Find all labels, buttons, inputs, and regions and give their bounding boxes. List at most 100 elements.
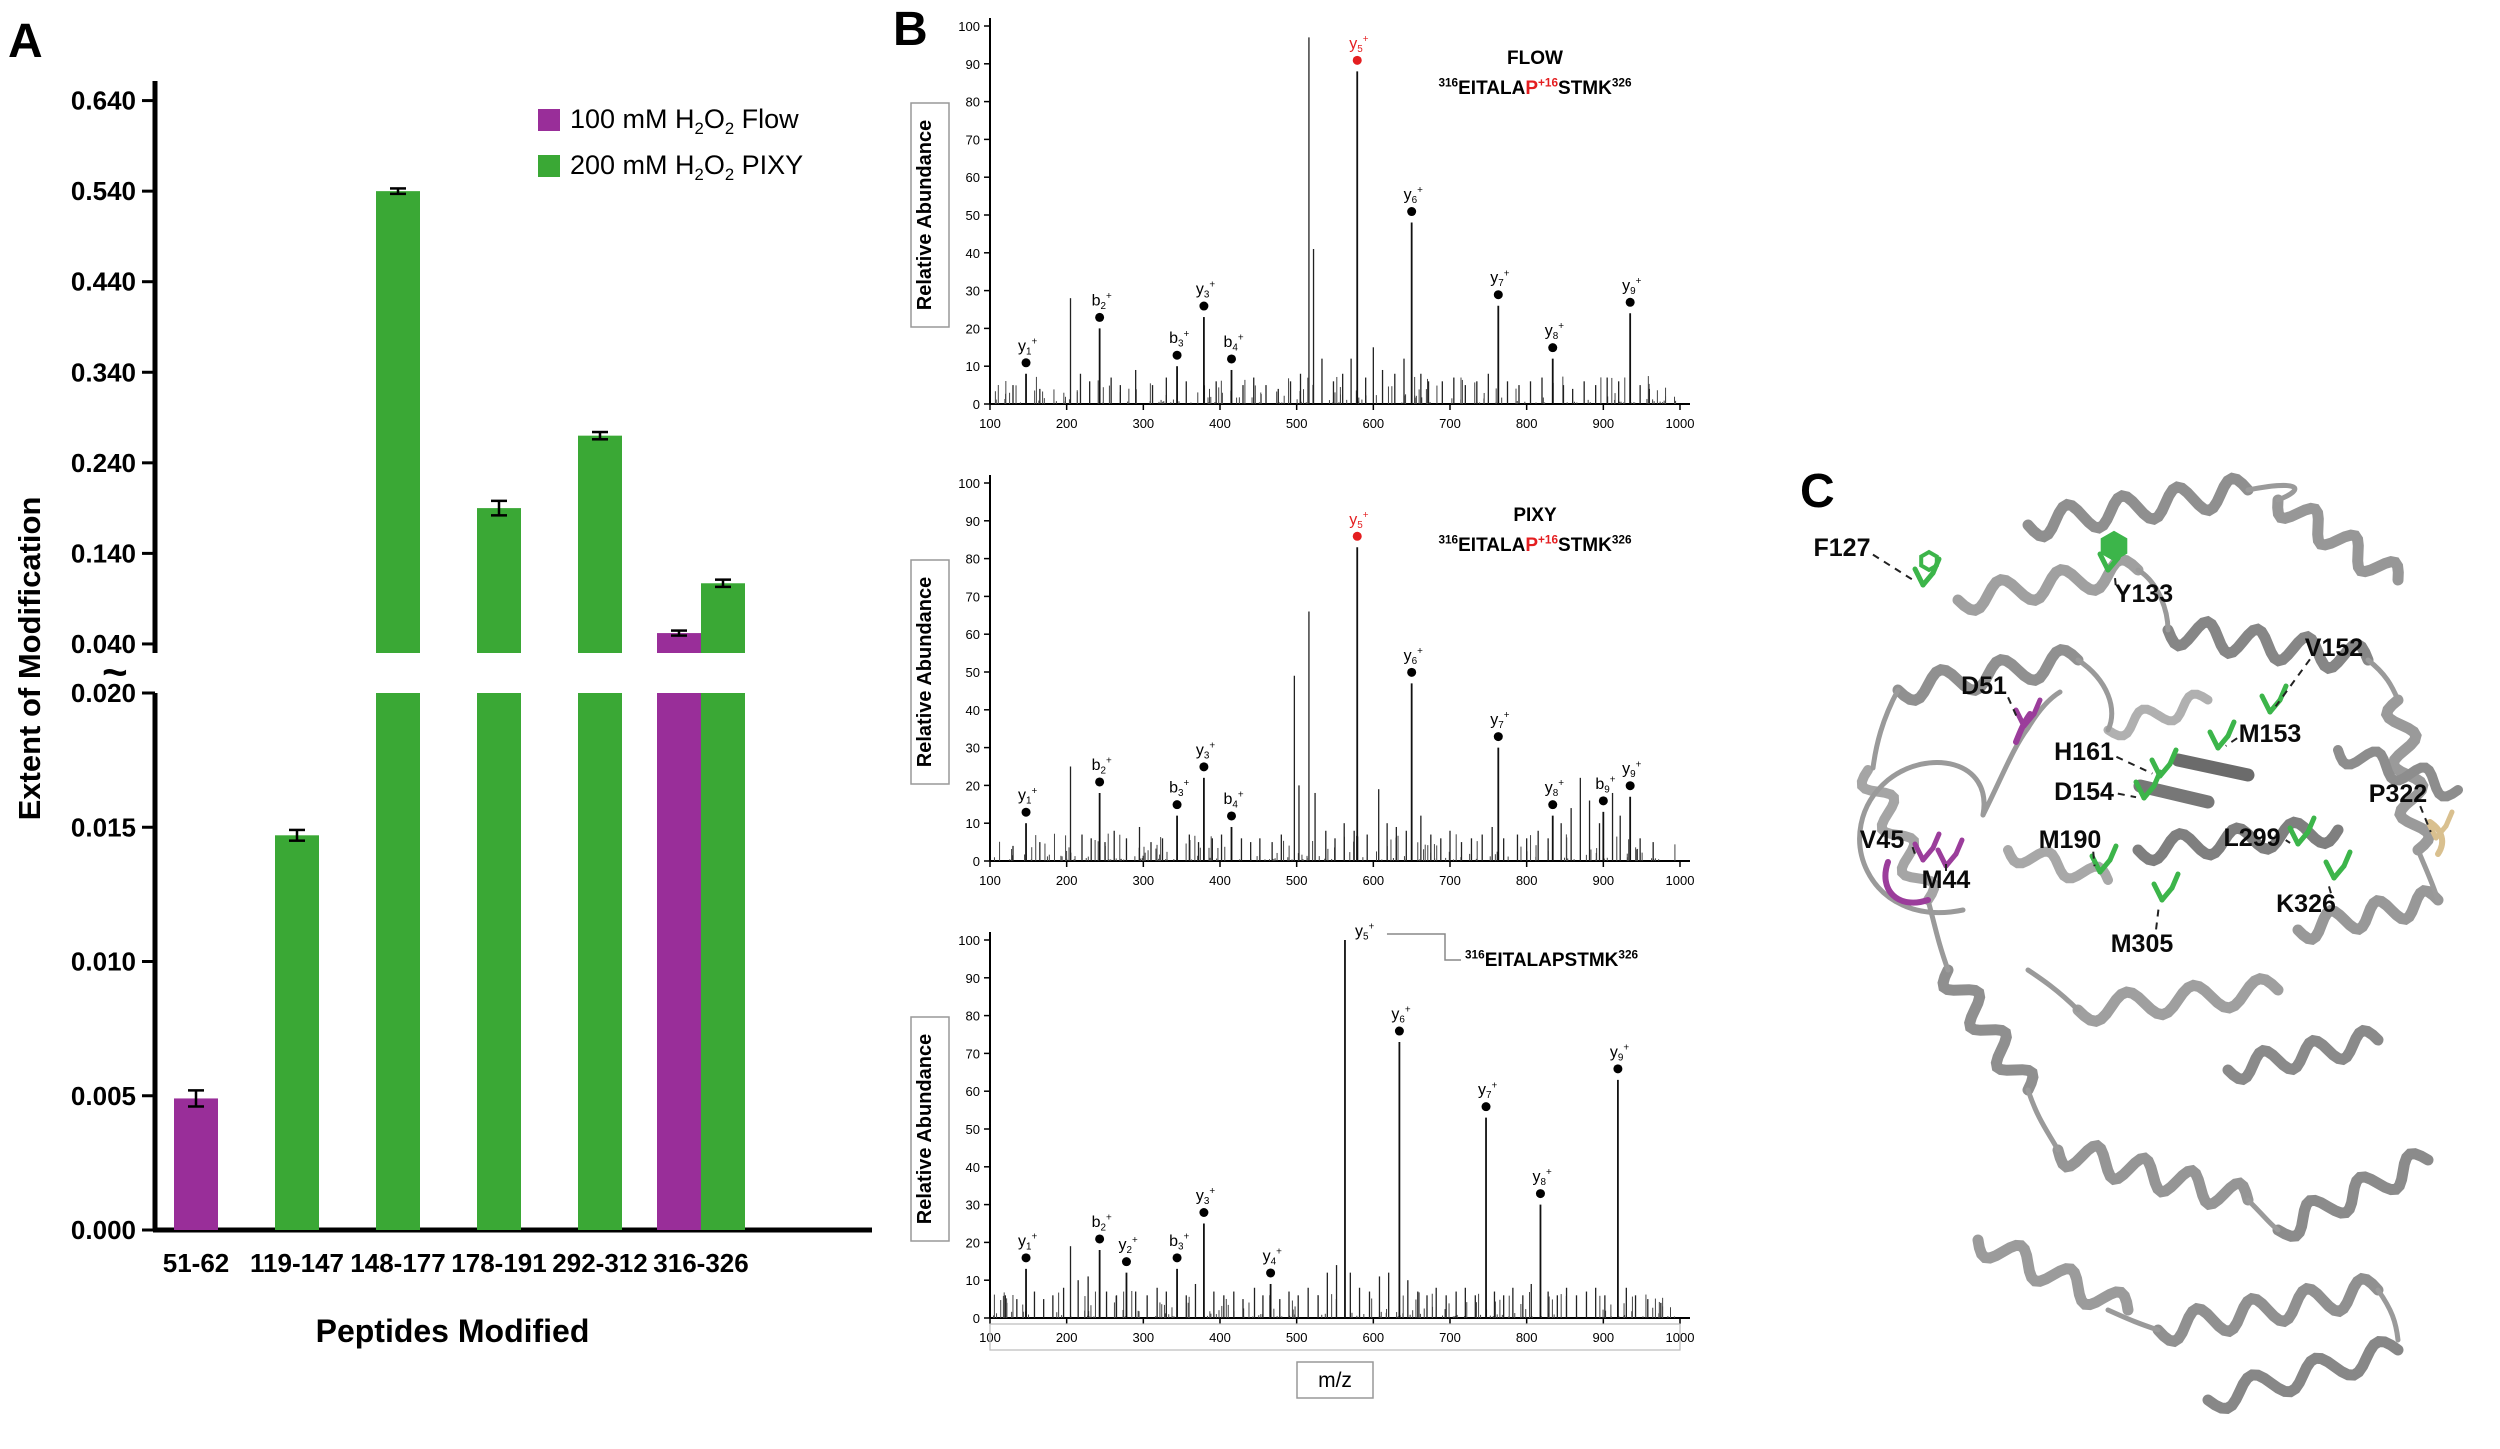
- x-category-label: 292-312: [552, 1248, 647, 1278]
- bar-upper: [657, 633, 701, 653]
- svg-text:0.005: 0.005: [71, 1081, 136, 1111]
- x-category-label: 148-177: [350, 1248, 445, 1278]
- protein-helix: [2052, 1139, 2254, 1211]
- svg-text:400: 400: [1209, 416, 1231, 431]
- svg-text:0.020: 0.020: [71, 678, 136, 708]
- protein-helix: [2152, 1272, 2384, 1348]
- peak-marker: [1095, 777, 1105, 787]
- svg-text:700: 700: [1439, 1330, 1461, 1345]
- spectrum-svg-2: 0 10 20 30 40 50 60 70 80 90 100 100 200 300 400 500 600…: [910, 475, 1694, 888]
- peak-marker: [1172, 800, 1182, 810]
- leader-line: [2327, 883, 2332, 894]
- peak-marker: [1095, 1234, 1105, 1244]
- bar: [174, 1098, 218, 1230]
- svg-text:20: 20: [966, 321, 980, 336]
- svg-text:40: 40: [966, 703, 980, 718]
- ylabel-box: [910, 1016, 950, 1242]
- svg-text:700: 700: [1439, 416, 1461, 431]
- svg-text:70: 70: [966, 1046, 980, 1061]
- purple-backbone-segment: [1882, 859, 1931, 906]
- panel-c-label: C: [1800, 465, 1835, 518]
- svg-text:20: 20: [966, 778, 980, 793]
- bar-upper: [376, 191, 420, 654]
- svg-text:100: 100: [979, 873, 1001, 888]
- protein-helix: [1972, 1234, 2134, 1316]
- peak-marker: [1613, 1064, 1623, 1074]
- svg-text:60: 60: [966, 170, 980, 185]
- residue-d51: D51: [1961, 672, 2043, 729]
- legend-label: 100 mM H2O2 Flow: [570, 104, 799, 138]
- peak-label: y3+: [1196, 740, 1216, 761]
- peak-label: y5+: [1355, 922, 1375, 943]
- x-category-label: 51-62: [163, 1248, 230, 1278]
- protein-helix: [2292, 885, 2444, 945]
- protein-helix: [2022, 472, 2254, 543]
- peak-marker: [1625, 781, 1635, 791]
- xlabel-box: [1296, 1361, 1374, 1399]
- peak-marker: [1227, 811, 1236, 821]
- peak-label: b3+: [1169, 1231, 1189, 1252]
- x-category-label: 316-326: [653, 1248, 748, 1278]
- residue-d154: D154: [2054, 769, 2163, 806]
- svg-text:500: 500: [1286, 873, 1308, 888]
- svg-text:0: 0: [973, 1311, 980, 1326]
- residue-y133: Y133: [2097, 530, 2173, 608]
- peak-label: y7+: [1478, 1080, 1498, 1101]
- protein-loop: [2025, 1087, 2061, 1153]
- svg-text:200: 200: [1056, 1330, 1078, 1345]
- protein-loop: [2245, 1197, 2281, 1233]
- peak-marker: [1493, 732, 1503, 742]
- leader-line: [2285, 839, 2291, 844]
- svg-text:800: 800: [1516, 873, 1538, 888]
- peak-marker: [1227, 354, 1236, 364]
- peptide-sequence: 316EITALAPSTMK326: [1465, 947, 1639, 971]
- peak-label: y9+: [1622, 759, 1642, 780]
- svg-text:30: 30: [966, 1198, 980, 1213]
- residue-label: M44: [1922, 866, 1971, 894]
- peak-marker: [1481, 1102, 1491, 1112]
- leader-line: [2092, 851, 2096, 867]
- peak-label: b9+: [1595, 774, 1615, 795]
- leader-line: [2115, 755, 2153, 775]
- peak-label: y1+: [1018, 1231, 1038, 1252]
- peak-label: y8+: [1532, 1167, 1552, 1188]
- svg-text:200: 200: [1056, 416, 1078, 431]
- residue-m44: M44: [1922, 837, 1971, 894]
- spectra-panel: 0 10 20 30 40 50 60 70 80 90 100 100 200 300 400 500 600…: [905, 4, 1705, 1449]
- peak-label: b3+: [1169, 329, 1189, 350]
- leader-line: [2274, 658, 2311, 707]
- residue-m305: M305: [2111, 871, 2181, 958]
- residue-p322: P322: [2369, 780, 2455, 841]
- svg-text:90: 90: [966, 514, 980, 529]
- svg-text:80: 80: [966, 95, 980, 110]
- svg-text:0: 0: [973, 397, 980, 412]
- residue-l299: L299: [2224, 815, 2317, 852]
- peak-label: y6+: [1404, 646, 1424, 667]
- svg-text:50: 50: [966, 208, 980, 223]
- svg-text:300: 300: [1132, 416, 1154, 431]
- svg-text:600: 600: [1362, 873, 1384, 888]
- peak-marker: [1548, 343, 1558, 353]
- x-category-label: 119-147: [250, 1248, 344, 1278]
- svg-text:800: 800: [1516, 416, 1538, 431]
- protein-helix: [2003, 845, 2113, 885]
- protein-loop: [2025, 967, 2081, 1013]
- svg-text:500: 500: [1286, 1330, 1308, 1345]
- protein-helix: [2072, 972, 2284, 1028]
- residue-m190: M190: [2039, 826, 2119, 875]
- peak-marker: [1266, 1268, 1276, 1278]
- protein-helix: [1952, 553, 2144, 617]
- svg-text:100: 100: [958, 476, 980, 491]
- svg-text:900: 900: [1592, 1330, 1614, 1345]
- leader-line: [2225, 737, 2238, 747]
- spectrum-ylabel: Relative Abundance: [914, 120, 936, 310]
- peak-label: y4+: [1263, 1247, 1283, 1268]
- peak-label: y9+: [1610, 1042, 1630, 1063]
- svg-text:900: 900: [1592, 416, 1614, 431]
- peak-label: y3+: [1196, 1186, 1216, 1207]
- peak-label: b2+: [1092, 291, 1112, 312]
- peak-marker: [1625, 297, 1635, 307]
- bar: [477, 693, 521, 1230]
- y-axis-title: Extent of Modification: [12, 497, 47, 821]
